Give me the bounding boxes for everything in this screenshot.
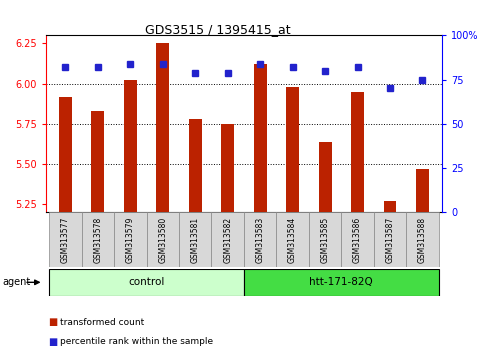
Bar (416, 169, 429, 212)
Bar (124, 80, 137, 212)
Text: GSM313577: GSM313577 (61, 217, 70, 263)
Text: transformed count: transformed count (60, 318, 144, 327)
Text: agent: agent (2, 277, 30, 287)
Text: GSM313586: GSM313586 (353, 217, 362, 263)
Bar (286, 87, 299, 212)
Text: GSM313584: GSM313584 (288, 217, 297, 263)
FancyBboxPatch shape (406, 212, 439, 267)
Text: GSM313580: GSM313580 (158, 217, 167, 263)
FancyBboxPatch shape (114, 212, 146, 267)
Text: GSM313588: GSM313588 (418, 217, 427, 263)
Text: GDS3515 / 1395415_at: GDS3515 / 1395415_at (144, 23, 290, 36)
FancyBboxPatch shape (276, 212, 309, 267)
Text: GSM313579: GSM313579 (126, 217, 135, 263)
Text: ■: ■ (48, 337, 57, 347)
Text: GSM313581: GSM313581 (191, 217, 199, 263)
Text: htt-171-82Q: htt-171-82Q (310, 277, 373, 287)
Text: GSM313578: GSM313578 (93, 217, 102, 263)
Bar (189, 119, 202, 212)
FancyBboxPatch shape (244, 212, 276, 267)
Bar (221, 124, 234, 212)
Text: ■: ■ (48, 317, 57, 327)
Bar (91, 111, 104, 212)
FancyBboxPatch shape (244, 269, 439, 296)
Text: control: control (128, 277, 165, 287)
FancyBboxPatch shape (82, 212, 114, 267)
Text: GSM313587: GSM313587 (385, 217, 395, 263)
Text: GSM313583: GSM313583 (256, 217, 265, 263)
Bar (319, 142, 331, 212)
Bar (351, 92, 364, 212)
Bar (384, 201, 397, 212)
Bar (254, 64, 267, 212)
FancyBboxPatch shape (49, 212, 82, 267)
FancyBboxPatch shape (146, 212, 179, 267)
Text: GSM313585: GSM313585 (321, 217, 329, 263)
FancyBboxPatch shape (179, 212, 212, 267)
Text: percentile rank within the sample: percentile rank within the sample (60, 337, 213, 346)
Bar (156, 44, 169, 212)
FancyBboxPatch shape (212, 212, 244, 267)
FancyBboxPatch shape (49, 269, 244, 296)
FancyBboxPatch shape (309, 212, 341, 267)
FancyBboxPatch shape (374, 212, 406, 267)
Text: GSM313582: GSM313582 (223, 217, 232, 263)
Bar (59, 97, 72, 212)
FancyBboxPatch shape (341, 212, 374, 267)
